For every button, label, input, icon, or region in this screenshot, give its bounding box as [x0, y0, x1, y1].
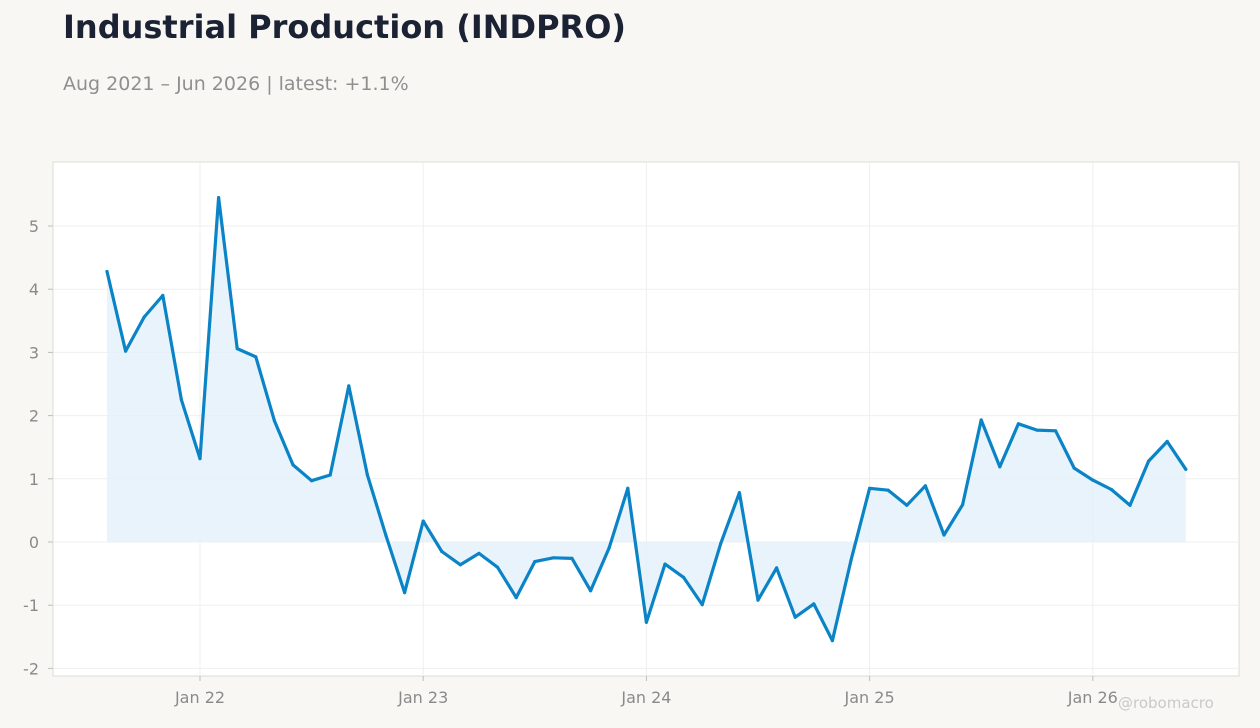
- data-point: [979, 418, 983, 422]
- line-layer: [105, 196, 1188, 643]
- data-point: [328, 473, 332, 477]
- area-layer: [107, 197, 1186, 641]
- data-point: [272, 419, 276, 423]
- data-point: [458, 563, 462, 567]
- data-point: [496, 565, 500, 569]
- x-axis: Jan 22 Jan 23 Jan 24 Jan 25 Jan 26: [174, 676, 1118, 707]
- data-point: [607, 546, 611, 550]
- data-point: [440, 549, 444, 554]
- data-point: [1016, 422, 1021, 426]
- data-point: [886, 488, 890, 492]
- data-point: [775, 566, 779, 570]
- data-point: [812, 602, 816, 606]
- data-point: [384, 534, 388, 538]
- data-point: [477, 551, 481, 556]
- data-point: [124, 349, 128, 353]
- data-point: [235, 347, 239, 351]
- data-point: [198, 457, 202, 461]
- data-point: [961, 503, 965, 507]
- data-point: [1091, 478, 1095, 482]
- data-point: [179, 398, 183, 402]
- chart-title: Industrial Production (INDPRO): [63, 8, 627, 46]
- data-point: [830, 639, 835, 643]
- data-point: [254, 355, 258, 359]
- data-point: [737, 491, 742, 495]
- x-tick-label: Jan 23: [397, 688, 448, 707]
- y-tick-label: 1: [29, 470, 39, 489]
- y-tick-label: -1: [23, 596, 39, 615]
- y-tick-label: 4: [29, 280, 39, 299]
- data-point: [682, 575, 686, 580]
- chart-subtitle: Aug 2021 – Jun 2026 | latest: +1.1%: [63, 73, 409, 95]
- y-tick-label: 3: [29, 343, 39, 362]
- data-point: [291, 463, 295, 467]
- data-point: [1147, 459, 1151, 463]
- data-point: [310, 479, 314, 483]
- y-tick-label: 0: [29, 533, 39, 552]
- data-point: [923, 484, 928, 488]
- y-axis: -2 -1 0 1 2 3 4 5: [23, 217, 53, 678]
- data-point: [514, 596, 518, 600]
- data-point: [905, 503, 909, 507]
- data-point: [589, 589, 593, 593]
- data-point: [942, 533, 946, 537]
- x-tick-label: Jan 24: [620, 688, 671, 707]
- data-point: [756, 598, 760, 602]
- data-point: [1072, 466, 1076, 470]
- data-point: [347, 384, 351, 388]
- data-point: [1184, 467, 1188, 471]
- data-point: [1109, 487, 1113, 492]
- data-point: [533, 560, 537, 564]
- data-point: [161, 293, 165, 298]
- data-point: [719, 541, 723, 545]
- data-point: [1054, 429, 1058, 433]
- data-point: [105, 269, 109, 274]
- data-point: [793, 615, 797, 619]
- data-point: [998, 465, 1002, 469]
- series-area: [107, 197, 1186, 641]
- x-tick-label: Jan 26: [1067, 688, 1118, 707]
- data-point: [626, 486, 630, 490]
- data-point: [421, 519, 425, 523]
- y-tick-label: 2: [29, 407, 39, 426]
- data-point: [849, 558, 853, 562]
- x-tick-label: Jan 25: [844, 688, 895, 707]
- data-point: [365, 473, 369, 477]
- data-point: [403, 591, 407, 595]
- data-point: [1035, 428, 1039, 432]
- data-point: [663, 562, 667, 566]
- data-point: [570, 556, 574, 561]
- y-tick-label: -2: [23, 659, 39, 678]
- data-point: [551, 556, 556, 560]
- data-point: [217, 196, 221, 200]
- watermark: @robomacro: [1118, 694, 1214, 712]
- data-point: [700, 603, 704, 607]
- data-point: [1128, 503, 1132, 507]
- data-point: [142, 315, 146, 319]
- data-point: [868, 486, 872, 490]
- data-point: [1165, 439, 1169, 444]
- x-tick-label: Jan 22: [174, 688, 225, 707]
- data-point: [644, 620, 649, 624]
- y-tick-label: 5: [29, 217, 39, 236]
